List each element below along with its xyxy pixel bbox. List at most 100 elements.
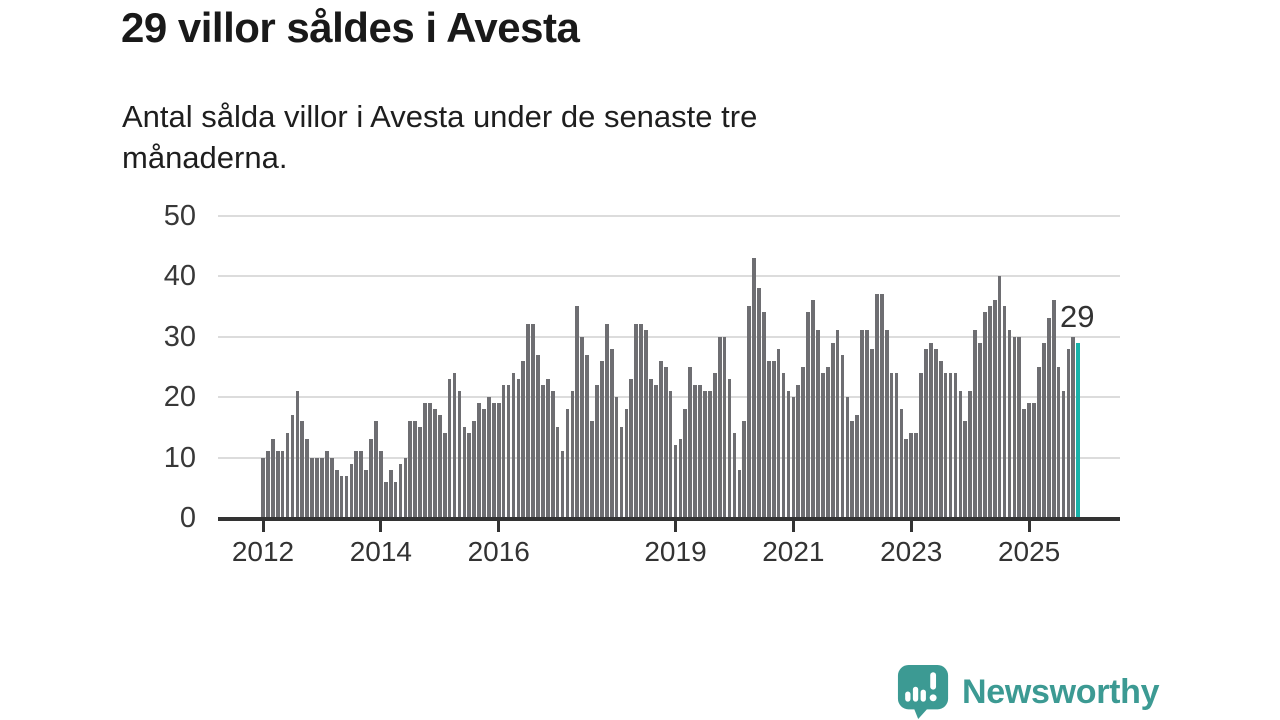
bar [948, 372, 953, 518]
bar [428, 403, 432, 518]
y-axis-label: 30 [163, 320, 196, 353]
bar [1012, 336, 1017, 518]
bar [403, 457, 408, 518]
bar [909, 433, 914, 518]
bar [506, 384, 511, 518]
bar [678, 439, 683, 518]
bar [771, 360, 776, 518]
bar [491, 403, 496, 518]
bar [762, 312, 766, 518]
x-axis-tick [909, 521, 913, 532]
bar [423, 403, 427, 518]
bar [865, 330, 869, 518]
bar [825, 366, 830, 518]
bar [1002, 306, 1007, 518]
bar [511, 372, 516, 518]
bar [408, 421, 413, 518]
bar [359, 451, 364, 518]
bar [978, 342, 982, 518]
bar [290, 415, 295, 518]
bar [722, 336, 727, 518]
bar [477, 403, 481, 518]
bar [516, 378, 521, 518]
bar [1051, 300, 1056, 518]
bar [938, 360, 943, 518]
bar [536, 354, 540, 518]
bar [570, 390, 575, 518]
bar [398, 463, 403, 518]
bar [658, 360, 663, 518]
y-axis-label: 20 [163, 381, 196, 413]
bar [914, 433, 918, 518]
bar [600, 360, 604, 518]
bar [565, 409, 570, 518]
bar [870, 348, 874, 518]
bar [393, 481, 398, 518]
gridline [218, 275, 1120, 277]
bar [840, 354, 845, 518]
bar [791, 397, 796, 518]
newsworthy-logo-icon [897, 665, 949, 719]
bar [673, 445, 678, 518]
bar [806, 312, 810, 518]
bar [344, 475, 349, 518]
bar [983, 312, 987, 518]
bar [634, 324, 639, 518]
x-axis-tick [379, 521, 383, 532]
bar [629, 378, 634, 518]
bar [555, 427, 560, 518]
bar [766, 360, 771, 518]
bar [712, 372, 717, 518]
bar [963, 421, 968, 518]
bar [899, 409, 904, 518]
chart-subtitle: Antal sålda villor i Avesta under de sen… [122, 99, 758, 175]
bar [609, 348, 614, 518]
bar [575, 306, 580, 518]
bar [649, 378, 653, 518]
bar [496, 403, 501, 518]
bar [644, 330, 648, 518]
x-axis-label: 2023 [880, 536, 943, 567]
bar [437, 415, 442, 518]
newsworthy-logo-text: Newsworthy [962, 673, 1160, 711]
bar [958, 390, 963, 518]
bar [688, 366, 693, 518]
bar [418, 427, 422, 518]
x-axis-line [218, 517, 1120, 521]
bar [447, 378, 452, 518]
bar [364, 469, 368, 518]
x-axis-label: 2019 [644, 536, 707, 567]
bar [776, 348, 781, 518]
newsworthy-logo: Newsworthy [897, 665, 1160, 719]
bar [349, 463, 354, 518]
bar [1017, 336, 1022, 518]
y-axis-label: 50 [163, 199, 196, 232]
bar [383, 481, 388, 518]
bar-value-label: 29 [1060, 299, 1095, 334]
bar [796, 384, 801, 518]
bar [693, 384, 697, 518]
bar [1027, 403, 1031, 518]
bar [821, 372, 825, 518]
bar [413, 421, 418, 518]
bar [1071, 336, 1076, 518]
bar [604, 324, 609, 518]
bar [266, 451, 270, 518]
bar [354, 451, 359, 518]
bar [732, 433, 737, 518]
bar [467, 433, 472, 518]
x-axis-label: 2025 [997, 536, 1061, 567]
bar [320, 457, 324, 518]
bar [624, 409, 629, 518]
bar [654, 384, 658, 518]
bar [379, 451, 383, 518]
bar [1066, 348, 1071, 518]
bar [1061, 390, 1066, 518]
x-axis-tick [674, 521, 678, 532]
bar [334, 469, 339, 518]
bar [590, 421, 594, 518]
x-axis-label: 2014 [349, 536, 412, 567]
bar [830, 342, 835, 518]
bar [933, 348, 938, 518]
